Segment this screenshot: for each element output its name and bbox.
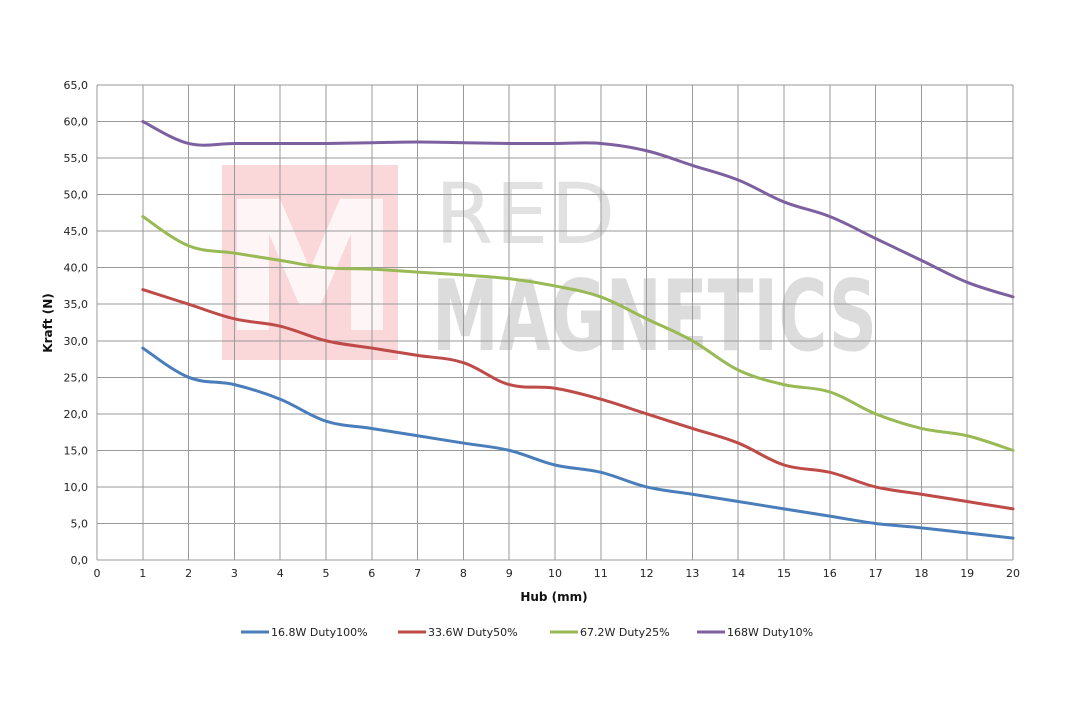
x-tick-label: 1 — [139, 567, 146, 580]
y-tick-label: 30,0 — [64, 335, 89, 348]
x-tick-label: 11 — [594, 567, 608, 580]
series-line-67-2w-duty25- — [141, 215, 1015, 452]
grid — [96, 84, 1014, 561]
x-tick-label: 0 — [94, 567, 101, 580]
y-tick-label: 60,0 — [64, 116, 89, 129]
y-tick-label: 40,0 — [64, 262, 89, 275]
watermark-line1: RED — [435, 165, 617, 263]
x-tick-label: 5 — [323, 567, 330, 580]
x-tick-label: 19 — [960, 567, 974, 580]
y-tick-label: 55,0 — [64, 152, 89, 165]
x-tick-label: 18 — [914, 567, 928, 580]
watermark-logo-box — [222, 165, 398, 360]
y-tick-label: 15,0 — [64, 444, 89, 457]
x-tick-label: 3 — [231, 567, 238, 580]
x-axis-title: Hub (mm) — [520, 590, 587, 604]
x-tick-label: 12 — [640, 567, 654, 580]
series-line-16-8w-duty100- — [141, 346, 1015, 540]
x-tick-label: 14 — [731, 567, 745, 580]
x-tick-label: 16 — [823, 567, 837, 580]
y-tick-label: 20,0 — [64, 408, 89, 421]
tick-labels: 0,05,010,015,020,025,030,035,040,045,050… — [64, 79, 1021, 580]
x-tick-label: 9 — [506, 567, 513, 580]
legend-label: 33.6W Duty50% — [428, 626, 518, 639]
legend-label: 16.8W Duty100% — [271, 626, 368, 639]
y-tick-label: 5,0 — [71, 517, 89, 530]
x-tick-label: 15 — [777, 567, 791, 580]
x-tick-label: 13 — [685, 567, 699, 580]
y-axis-title: Kraft (N) — [41, 293, 55, 352]
y-tick-label: 25,0 — [64, 371, 89, 384]
x-tick-label: 10 — [548, 567, 562, 580]
x-tick-label: 17 — [869, 567, 883, 580]
x-tick-label: 2 — [185, 567, 192, 580]
watermark: M RED MAGNETICS — [220, 164, 877, 374]
series-line-168w-duty10- — [141, 120, 1015, 299]
x-tick-label: 7 — [414, 567, 421, 580]
y-tick-label: 50,0 — [64, 189, 89, 202]
y-tick-label: 45,0 — [64, 225, 89, 238]
legend-label: 67.2W Duty25% — [580, 626, 670, 639]
legend: 16.8W Duty100% 33.6W Duty50% 67.2W Duty25%… — [241, 626, 813, 639]
series-line-33-6w-duty50- — [141, 288, 1015, 511]
y-tick-label: 35,0 — [64, 298, 89, 311]
legend-label: 168W Duty10% — [727, 626, 813, 639]
y-tick-label: 10,0 — [64, 481, 89, 494]
x-tick-label: 4 — [277, 567, 284, 580]
y-tick-label: 0,0 — [71, 554, 89, 567]
x-tick-label: 8 — [460, 567, 467, 580]
y-tick-label: 65,0 — [64, 79, 89, 92]
series-lines — [141, 120, 1015, 540]
x-tick-label: 6 — [368, 567, 375, 580]
x-tick-label: 20 — [1006, 567, 1020, 580]
